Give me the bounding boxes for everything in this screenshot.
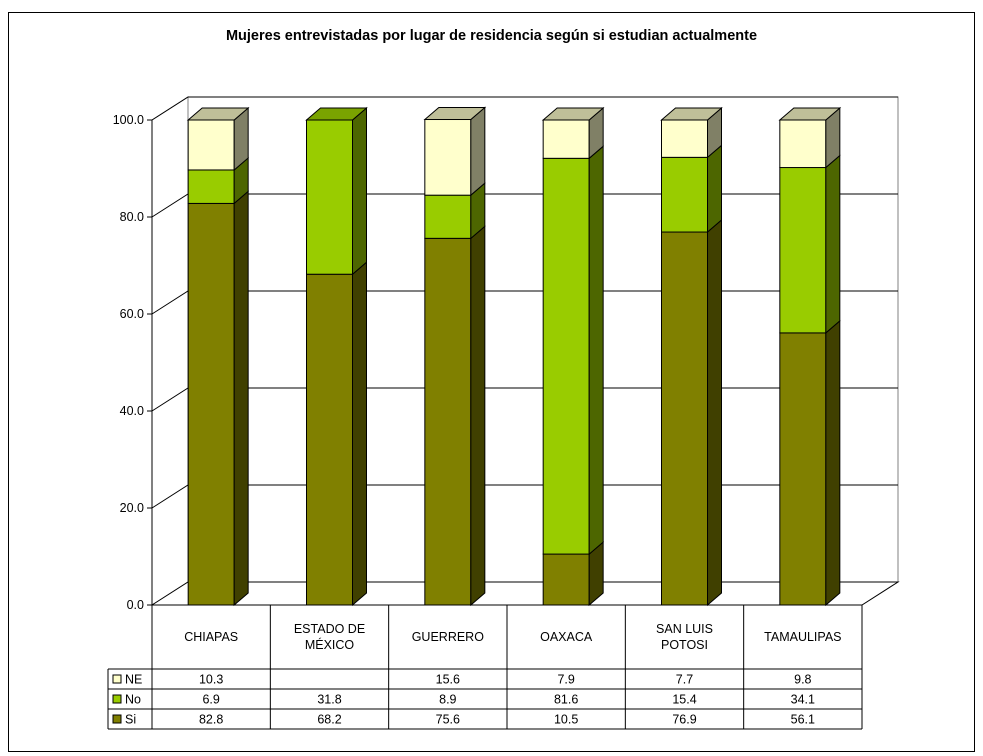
data-label: 10.5	[554, 713, 578, 727]
legend-swatch-si	[112, 714, 122, 724]
y-tick-label: 80.0	[120, 210, 144, 224]
bar-side-no	[352, 106, 367, 276]
bars	[186, 106, 842, 607]
bar-top	[541, 107, 605, 121]
legend-swatch-no	[112, 694, 122, 704]
x-tick-label: POTOSI	[661, 638, 708, 652]
bar-side-si	[352, 261, 367, 607]
data-label: 68.2	[317, 713, 341, 727]
x-tick-label: GUERRERO	[412, 630, 485, 644]
legend-label-no: No	[125, 693, 141, 707]
x-tick-label: SAN LUIS	[656, 622, 713, 636]
x-tick-label: CHIAPAS	[184, 630, 238, 644]
bar-ne	[779, 119, 827, 169]
bar-no	[661, 156, 708, 233]
bar-si	[661, 231, 708, 606]
side-wall	[151, 96, 189, 606]
data-label: 56.1	[791, 713, 815, 727]
data-label: 75.6	[436, 713, 460, 727]
data-label: 76.9	[672, 713, 696, 727]
legend-swatch-ne	[112, 674, 122, 684]
bar-si	[542, 553, 590, 606]
bar-no	[187, 169, 235, 204]
bar-side-no	[825, 154, 841, 335]
bar-side-no	[707, 144, 722, 234]
y-tick-label: 60.0	[120, 307, 144, 321]
bar-side-si	[707, 218, 722, 607]
bar-si	[424, 237, 472, 606]
bar-ne	[187, 119, 235, 171]
bar-top	[186, 107, 250, 121]
bar-no	[424, 194, 472, 239]
bar-no	[779, 167, 827, 334]
bar-si	[187, 202, 235, 606]
data-label: 6.9	[202, 693, 219, 707]
data-label: 9.8	[794, 673, 811, 687]
bar-si	[779, 332, 827, 606]
x-tick-label: MÉXICO	[305, 637, 355, 652]
bar-side-no	[588, 145, 604, 556]
legend-label-ne: NE	[125, 673, 142, 687]
bar-top	[778, 107, 842, 121]
legend-label-si: Si	[125, 713, 136, 727]
gridline	[151, 96, 898, 121]
bar-no	[542, 157, 590, 555]
bar-top	[660, 107, 723, 121]
data-label: 7.7	[676, 673, 693, 687]
data-label: 8.9	[439, 693, 456, 707]
data-label: 82.8	[199, 713, 223, 727]
bar-si	[306, 273, 353, 606]
bar-ne	[661, 119, 708, 158]
bar-side-si	[233, 190, 249, 607]
bar-top	[305, 107, 368, 121]
bar-side-ne	[470, 106, 486, 197]
data-label: 15.4	[672, 693, 696, 707]
bar-ne	[542, 119, 590, 159]
data-label: 7.9	[557, 673, 574, 687]
data-label: 34.1	[791, 693, 815, 707]
y-tick-label: 40.0	[120, 404, 144, 418]
bar-side-si	[470, 225, 486, 607]
data-label: 10.3	[199, 673, 223, 687]
chart-title: Mujeres entrevistadas por lugar de resid…	[225, 28, 758, 44]
data-label: 15.6	[436, 673, 460, 687]
data-label: 31.8	[317, 693, 341, 707]
x-tick-label: OAXACA	[540, 630, 593, 644]
bar-ne	[424, 119, 472, 196]
y-tick-label: 0.0	[127, 598, 144, 612]
bar-side-si	[825, 319, 841, 607]
data-label: 81.6	[554, 693, 578, 707]
bar-top	[423, 107, 487, 121]
x-tick-label: ESTADO DE	[294, 622, 365, 636]
y-tick-label: 20.0	[120, 501, 144, 515]
bar-no	[306, 119, 353, 275]
y-tick-label: 100.0	[113, 113, 144, 127]
x-tick-label: TAMAULIPAS	[764, 630, 841, 644]
